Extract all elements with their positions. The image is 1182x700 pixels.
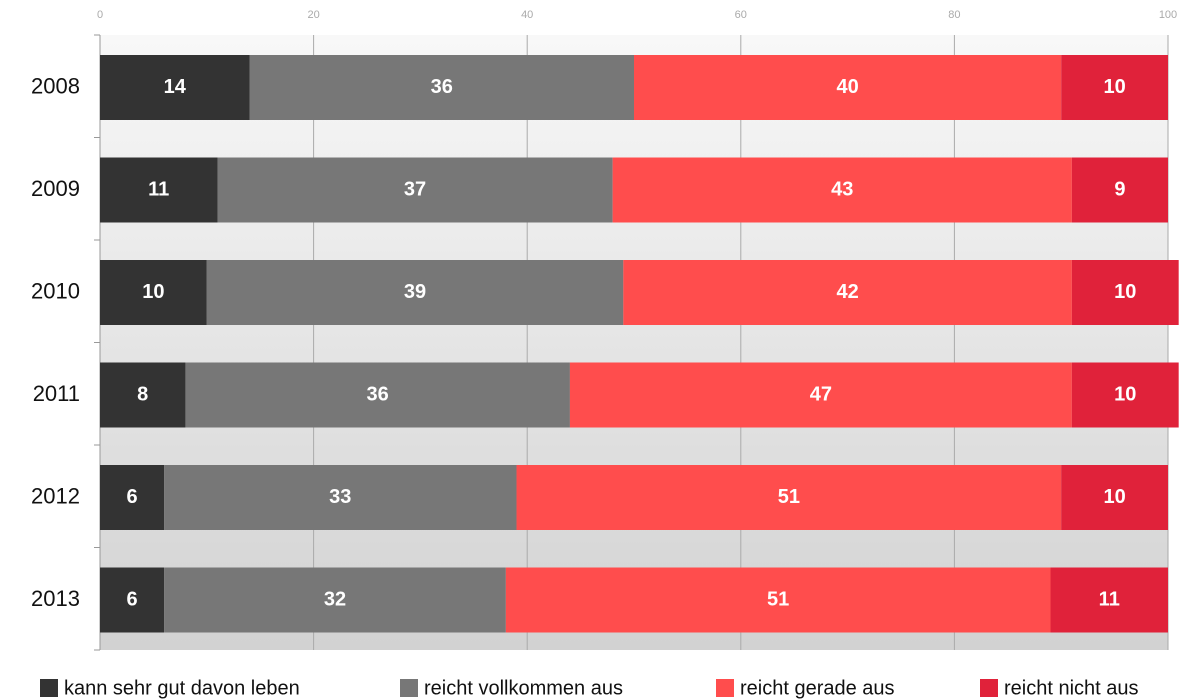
legend-swatch [40, 679, 58, 697]
bar-segment [1071, 260, 1179, 325]
bar-segment [1061, 465, 1168, 530]
bar-segment [100, 362, 186, 428]
bar-segment [206, 260, 624, 325]
data-label: 39 [404, 281, 426, 303]
plot-background [100, 35, 1168, 650]
bar-segment [569, 362, 1072, 428]
data-label: 36 [367, 383, 389, 405]
bar-segment [100, 260, 207, 325]
data-label: 11 [148, 178, 169, 200]
data-label: 8 [137, 383, 148, 405]
data-label: 10 [1103, 486, 1125, 508]
x-tick-label: 80 [948, 9, 960, 21]
legend-swatch [980, 679, 998, 697]
y-tick-label: 2011 [33, 381, 80, 406]
data-label: 10 [1103, 76, 1125, 98]
bar-segment [516, 465, 1062, 530]
bar-segment [249, 55, 634, 120]
x-tick-label: 60 [735, 9, 747, 21]
bar-segment [100, 55, 250, 120]
legend-label: reicht gerade aus [740, 677, 895, 699]
bar-segment [1050, 567, 1168, 633]
x-tick-label: 100 [1159, 9, 1177, 21]
data-label: 42 [836, 281, 858, 303]
bar-segment [634, 55, 1062, 120]
data-label: 47 [810, 383, 832, 405]
bar-segment [1071, 362, 1179, 428]
data-label: 37 [404, 178, 426, 200]
data-label: 10 [1114, 383, 1136, 405]
data-label: 36 [431, 76, 453, 98]
data-label: 33 [329, 486, 351, 508]
bar-segment [100, 567, 165, 633]
bar-segment [164, 465, 517, 530]
y-tick-label: 2008 [31, 73, 80, 98]
bar-segment [623, 260, 1072, 325]
legend-swatch [716, 679, 734, 697]
bar-segment [1061, 55, 1168, 120]
data-label: 10 [142, 281, 164, 303]
legend-swatch [400, 679, 418, 697]
bar-segment [100, 465, 165, 530]
y-tick-label: 2012 [31, 483, 80, 508]
x-tick-label: 40 [521, 9, 533, 21]
bar-segment [100, 157, 218, 223]
y-tick-label: 2010 [31, 278, 80, 303]
legend-label: kann sehr gut davon leben [64, 677, 300, 699]
y-tick-label: 2009 [31, 176, 80, 201]
data-label: 43 [831, 178, 853, 200]
bar-segment [217, 157, 613, 223]
legend-label: reicht vollkommen aus [424, 677, 623, 699]
data-label: 14 [164, 76, 187, 98]
data-label: 10 [1114, 281, 1136, 303]
data-label: 51 [767, 588, 789, 610]
data-label: 9 [1114, 178, 1125, 200]
x-tick-label: 20 [307, 9, 319, 21]
legend-label: reicht nicht aus [1004, 677, 1139, 699]
bar-segment [505, 567, 1051, 633]
data-label: 51 [778, 486, 800, 508]
bar-segment [164, 567, 506, 633]
data-label: 11 [1099, 588, 1120, 610]
y-tick-label: 2013 [31, 586, 80, 611]
data-label: 40 [836, 76, 858, 98]
x-tick-label: 0 [97, 9, 103, 21]
bar-segment [1071, 157, 1168, 223]
bar-segment [185, 362, 570, 428]
data-label: 6 [126, 588, 137, 610]
data-label: 6 [126, 486, 137, 508]
bar-segment [612, 157, 1072, 223]
data-label: 32 [324, 588, 346, 610]
